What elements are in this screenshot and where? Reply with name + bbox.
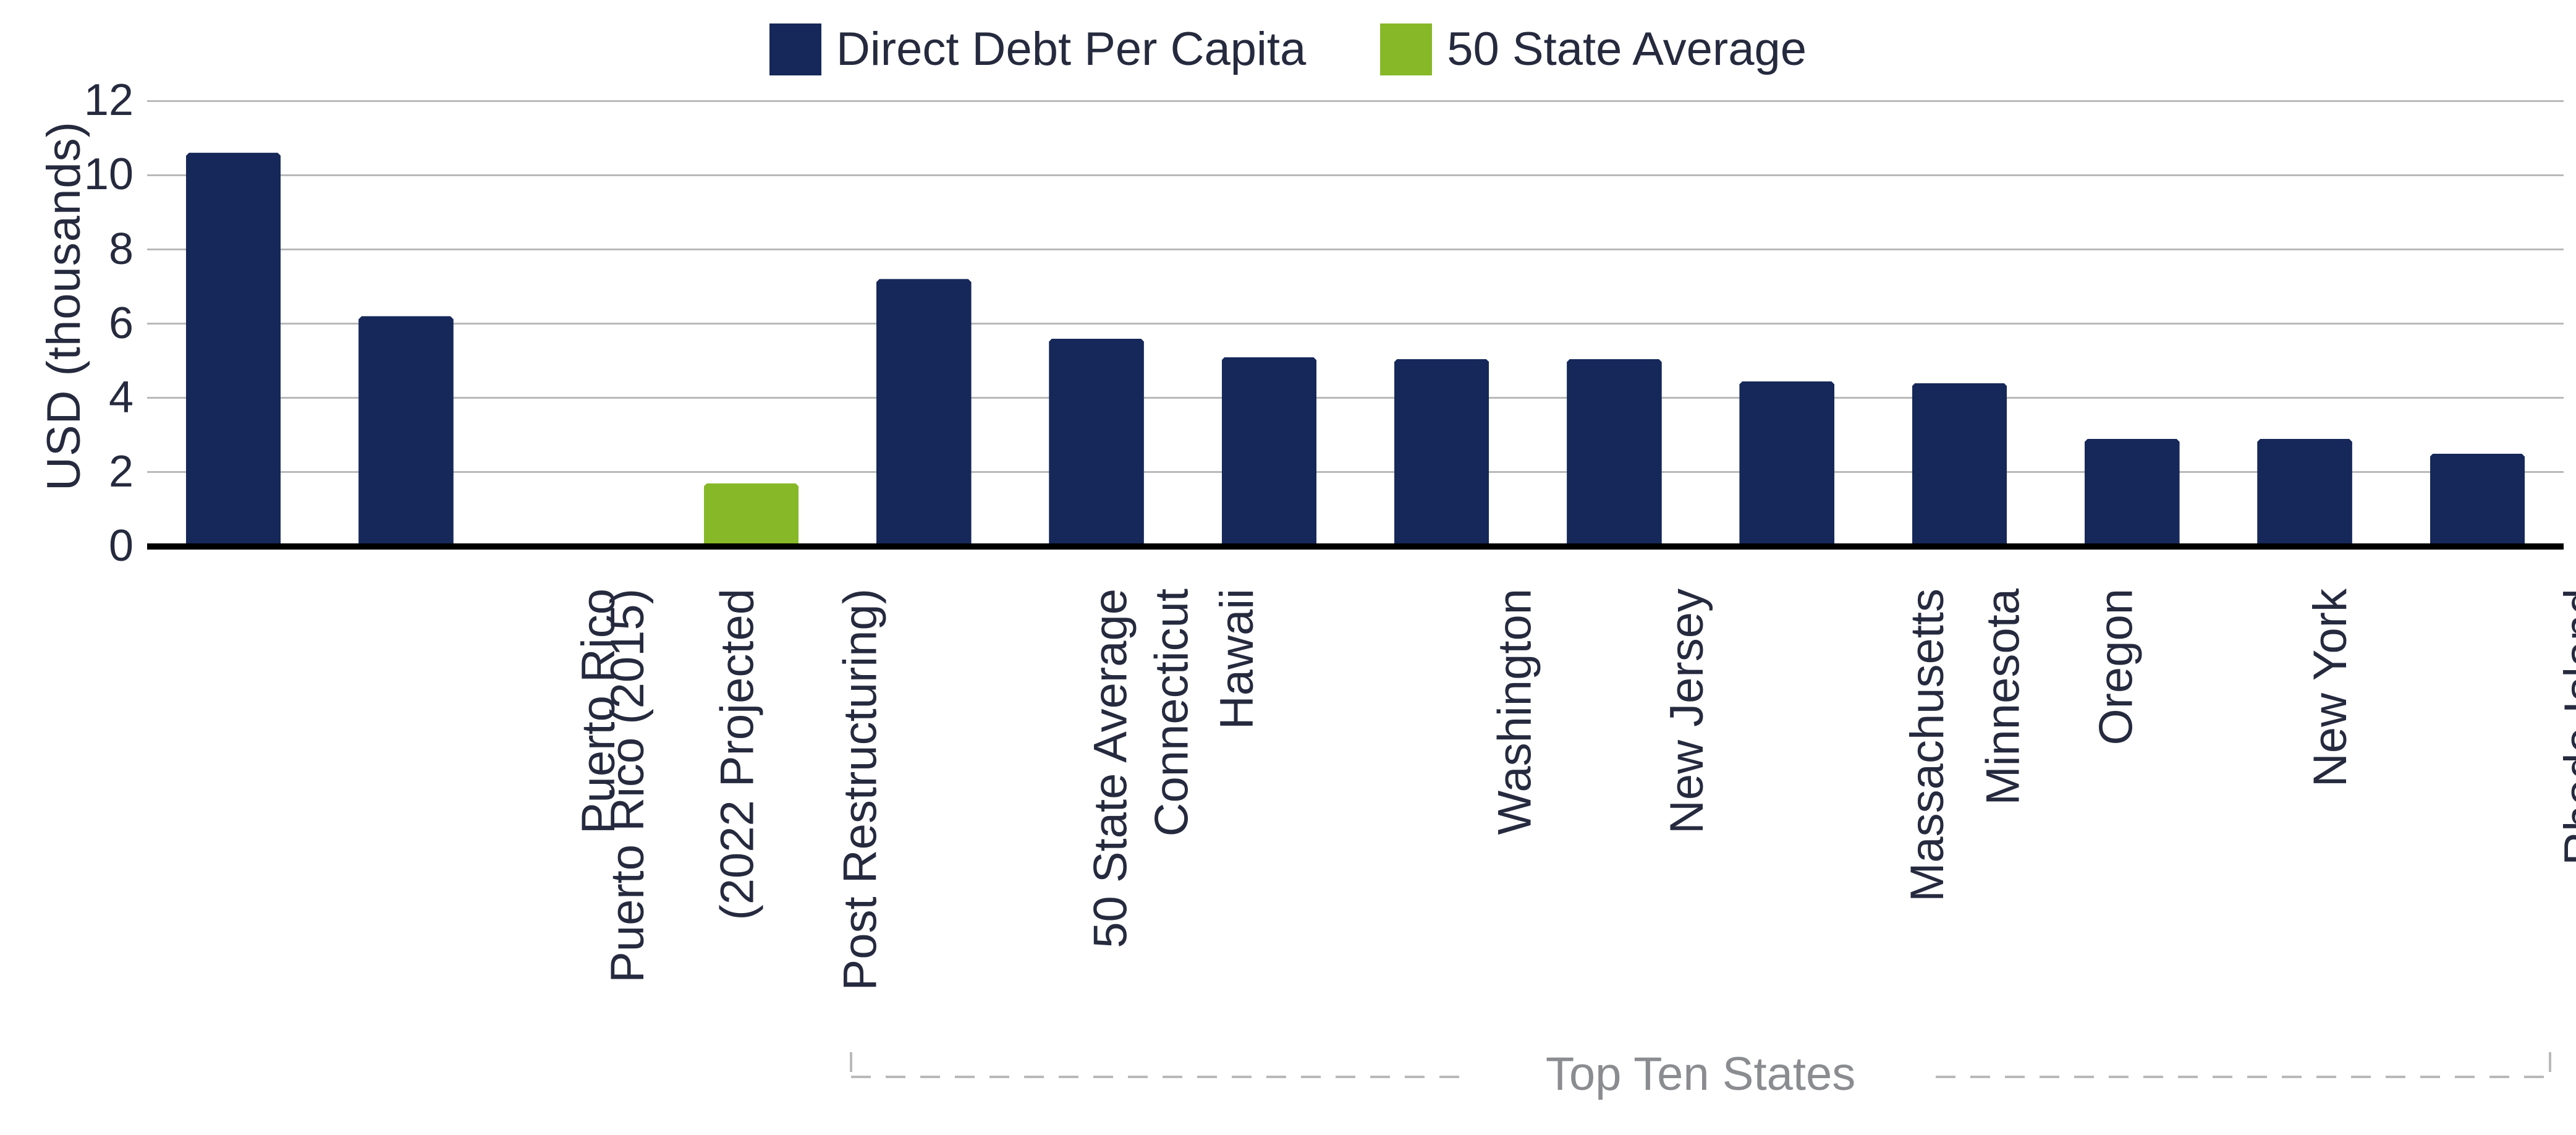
- y-tick-label: 12: [84, 75, 133, 125]
- bar: [358, 316, 454, 546]
- bracket-line: [1936, 1076, 2550, 1078]
- legend-item: 50 State Average: [1380, 22, 1807, 76]
- bracket-line: [850, 1052, 852, 1077]
- category-label: Washington: [1492, 589, 1539, 835]
- bracket-label: Top Ten States: [1546, 1047, 1855, 1101]
- gridline: [147, 249, 2564, 250]
- category-label: (2022 Projected: [714, 589, 761, 920]
- gridline: [147, 471, 2564, 473]
- bar: [1222, 357, 1317, 546]
- y-tick-label: 10: [84, 149, 133, 200]
- category-label: Minnesota: [1980, 589, 2027, 806]
- legend-swatch: [769, 23, 821, 75]
- category-label: New Jersey: [1664, 589, 1711, 834]
- y-tick-label: 0: [109, 521, 133, 571]
- bar: [1049, 339, 1144, 546]
- y-tick-label: 6: [109, 298, 133, 349]
- category-label: New York: [2307, 589, 2354, 787]
- category-label: 50 State Average: [1087, 589, 1134, 948]
- gridline: [147, 323, 2564, 325]
- bar: [704, 483, 799, 546]
- y-tick-label: 8: [109, 224, 133, 274]
- legend-item: Direct Debt Per Capita: [769, 22, 1306, 76]
- bracket-line: [851, 1076, 1465, 1078]
- category-label: Hawaii: [1214, 589, 1261, 729]
- y-tick-label: 2: [109, 446, 133, 497]
- category-label: Post Restructuring): [837, 589, 884, 990]
- category-label: Massachusetts: [1904, 589, 1951, 902]
- category-label: Rhode Island: [2558, 589, 2576, 865]
- legend-label: 50 State Average: [1447, 22, 1807, 76]
- bar: [2430, 454, 2525, 546]
- gridline: [147, 397, 2564, 399]
- legend-label: Direct Debt Per Capita: [836, 22, 1306, 76]
- debt-per-capita-chart: Direct Debt Per Capita 50 State Average 0 2…: [0, 0, 2576, 1135]
- bar: [1567, 359, 1662, 546]
- category-label: Puerto Rico: [575, 589, 622, 834]
- x-axis-line: [147, 543, 2564, 550]
- y-tick-label: 4: [109, 372, 133, 423]
- category-label: Oregon: [2093, 589, 2140, 746]
- bar: [2257, 439, 2352, 546]
- bar: [186, 153, 281, 546]
- bar: [1394, 359, 1489, 546]
- bar: [1739, 381, 1834, 546]
- category-label: Connecticut: [1148, 589, 1195, 836]
- bar: [1912, 383, 2007, 546]
- legend-swatch: [1380, 23, 1432, 75]
- bar: [2085, 439, 2180, 546]
- bracket-line: [2549, 1052, 2551, 1077]
- gridline: [147, 100, 2564, 102]
- legend: Direct Debt Per Capita 50 State Average: [0, 22, 2576, 76]
- y-axis-label: USD (thousands): [37, 121, 91, 491]
- bar: [876, 279, 972, 546]
- gridline: [147, 174, 2564, 176]
